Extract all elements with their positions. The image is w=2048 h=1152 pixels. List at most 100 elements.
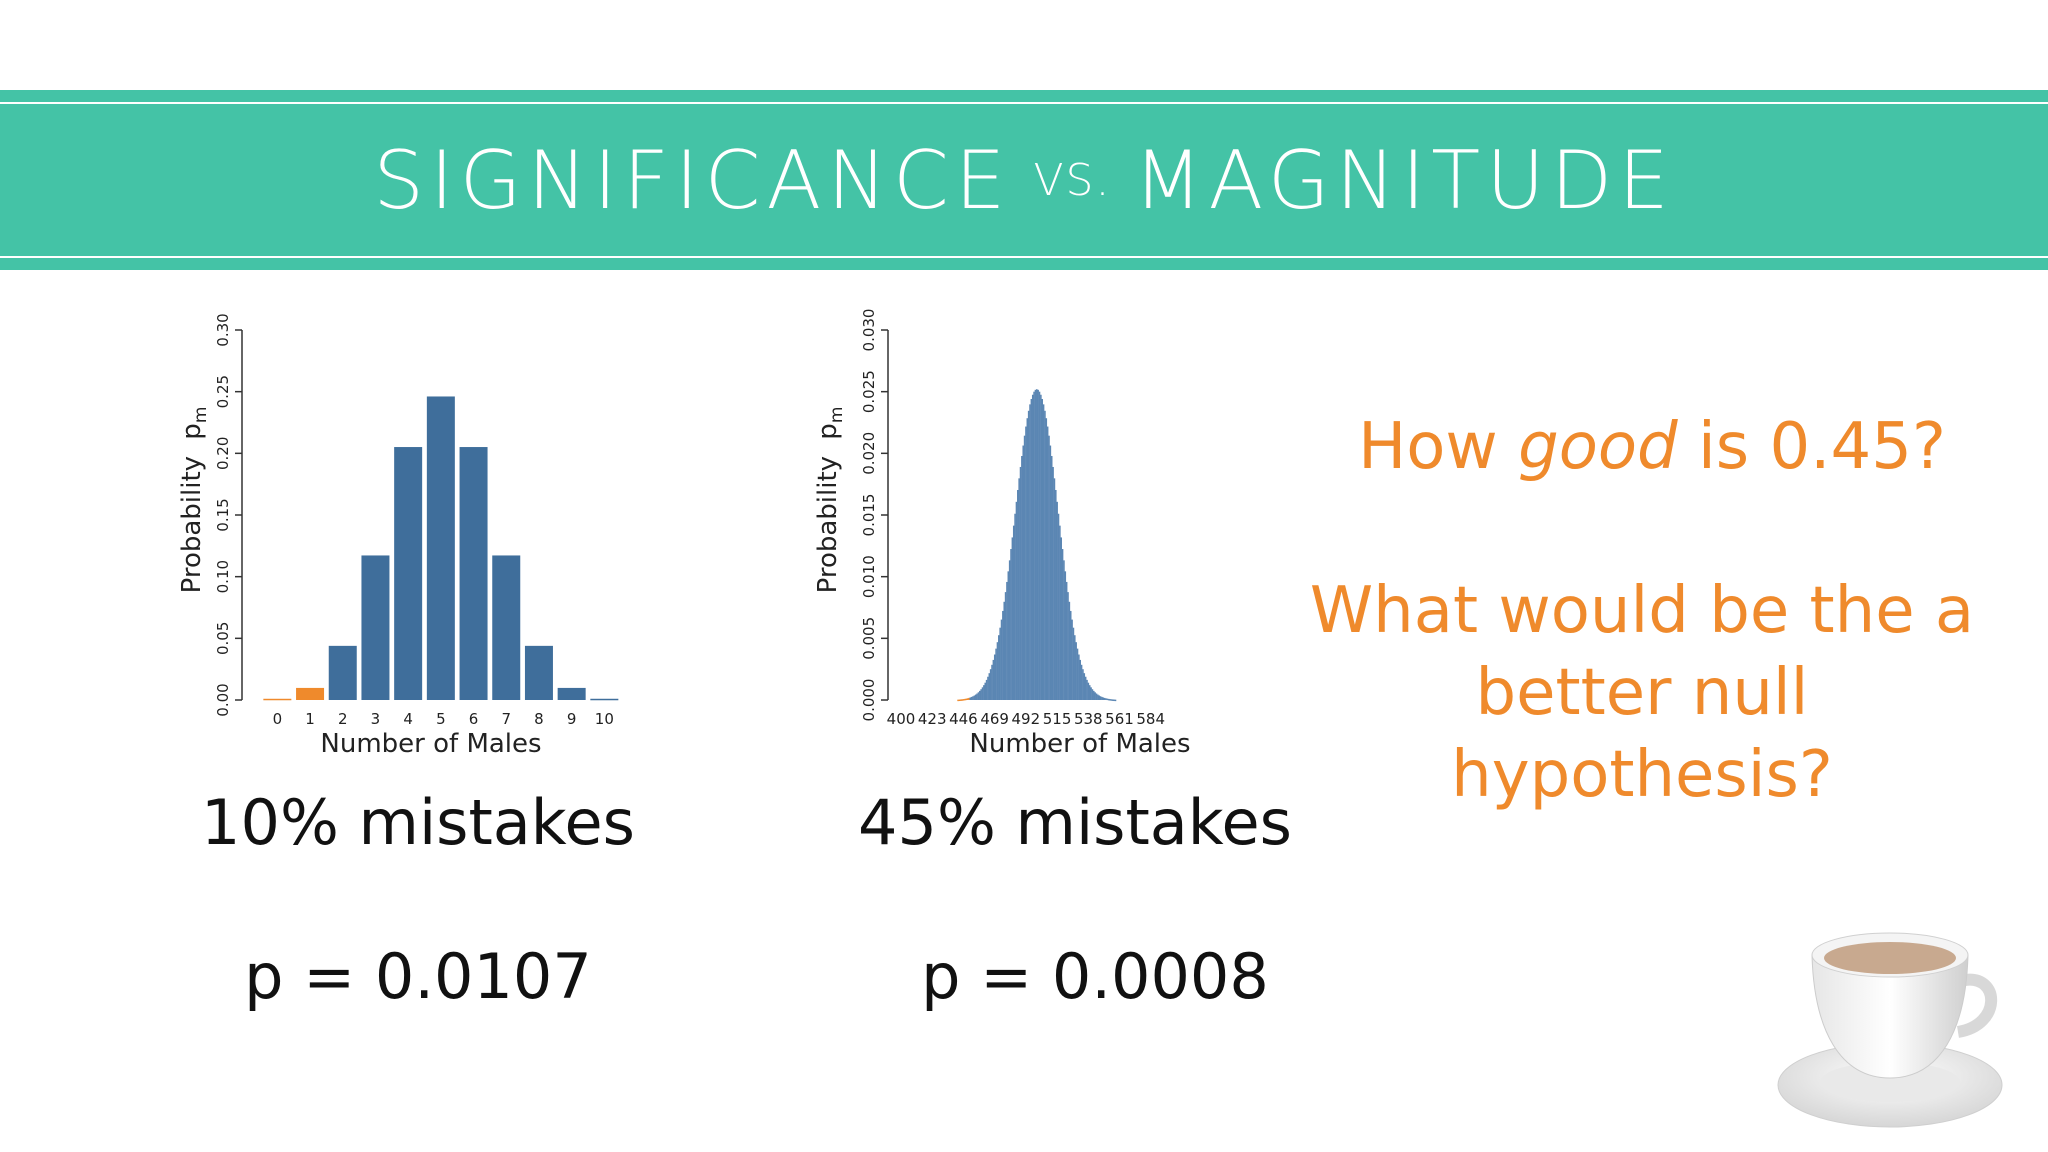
chart2-bar — [1052, 466, 1054, 700]
chart1-xtick-5: 5 — [436, 710, 446, 728]
chart2-bar — [1038, 391, 1041, 700]
chart1-xtick-8: 8 — [534, 710, 544, 728]
chart2-bar — [980, 689, 982, 700]
chart2-ytick-0.030: 0.030 — [860, 309, 878, 352]
chart2-bar — [968, 697, 970, 700]
chart2-bar — [1021, 456, 1023, 700]
chart2-bar — [1003, 601, 1006, 700]
chart2-bar — [991, 664, 993, 700]
chart2-bar — [969, 697, 972, 700]
chart2-bar — [1049, 445, 1052, 700]
chart2-bar — [1042, 404, 1045, 700]
chart2-bar — [1050, 456, 1053, 700]
chart2-bar — [1023, 435, 1026, 700]
chart-small-sample: 0 1 2 3 4 5 6 7 8 9 10 0.00 0.05 0.10 0.15 0.20 0.25 0.30… — [177, 313, 619, 759]
chart2-bar — [1004, 592, 1007, 700]
chart-large-sample: 400 423 446 469 492 515 538 561 584 0.000 0.005 0.0… — [813, 309, 1191, 759]
chart2-xtick-492: 492 — [1012, 710, 1041, 728]
chart2-bar — [1000, 619, 1003, 700]
chart1-ytick-0.05: 0.05 — [214, 622, 232, 655]
chart2-bar — [993, 654, 996, 700]
chart2-bar — [1017, 489, 1019, 700]
chart2-bar — [1022, 445, 1025, 700]
chart2-bar — [998, 635, 1000, 700]
chart1-xtick-10: 10 — [595, 710, 614, 728]
chart2-bar — [1014, 513, 1016, 700]
chart2-bar — [1029, 404, 1031, 700]
right-mistakes-caption: 45% mistakes — [858, 786, 1292, 859]
chart2-xtick-423: 423 — [918, 710, 947, 728]
chart2-xtick-584: 584 — [1136, 710, 1165, 728]
chart2-xtick-561: 561 — [1105, 710, 1134, 728]
chart1-xlabel: Number of Males — [320, 729, 541, 759]
chart1-xtick-3: 3 — [371, 710, 381, 728]
chart1-xtick-9: 9 — [567, 710, 577, 728]
chart1-xtick-4: 4 — [403, 710, 413, 728]
chart2-bar — [1008, 560, 1011, 700]
chart2-bar — [1074, 635, 1076, 700]
chart2-bar — [960, 699, 962, 701]
chart2-bar — [1090, 687, 1092, 700]
chart2-bar — [964, 698, 966, 701]
chart2-bar — [1110, 699, 1113, 701]
chart2-bar — [965, 698, 968, 701]
left-p-value: p = 0.0107 — [244, 940, 592, 1013]
chart2-bar — [999, 627, 1001, 700]
chart2-bar — [957, 699, 959, 702]
chart1-ytick-0.20: 0.20 — [214, 437, 232, 470]
teacup-icon — [1777, 932, 2003, 1128]
title-vs: VS. — [1033, 154, 1112, 206]
chart2-bar — [1036, 389, 1038, 700]
chart2-bar — [1080, 664, 1083, 700]
chart2-ytick-0.025: 0.025 — [860, 370, 878, 413]
chart2-bar — [1084, 676, 1087, 700]
chart2-bar — [1015, 501, 1018, 700]
chart2-bar — [1087, 682, 1090, 700]
chart1-ytick-0.30: 0.30 — [214, 313, 232, 346]
chart2-bar — [1095, 693, 1098, 700]
banner-top-rule — [0, 102, 2048, 104]
chart2-bar — [962, 699, 965, 701]
title-significance: SIGNIFICANCE — [373, 133, 1012, 227]
chart2-bar — [981, 687, 984, 700]
chart2-bar — [1078, 654, 1080, 700]
chart2-bar — [988, 673, 991, 700]
chart2-bar — [1067, 592, 1069, 700]
chart2-bar — [1101, 696, 1103, 700]
chart1-bar-0 — [263, 698, 292, 701]
chart2-xtick-400: 400 — [887, 710, 916, 728]
chart2-bar — [972, 696, 974, 700]
chart2-bar — [1105, 698, 1107, 700]
chart2-ylabel: Probability pm — [813, 407, 847, 594]
chart2-bar — [974, 694, 977, 700]
chart2-bar — [1048, 435, 1050, 700]
chart1-ytick-0.25: 0.25 — [214, 375, 232, 408]
chart1-bar-4 — [394, 447, 423, 700]
chart2-bar — [992, 659, 995, 700]
chart2-bar — [1076, 648, 1079, 700]
chart2-ytick-0.020: 0.020 — [860, 432, 878, 475]
chart2-xtick-469: 469 — [980, 710, 1009, 728]
chart2-ytick-0.010: 0.010 — [860, 555, 878, 598]
chart2-bar — [1098, 695, 1101, 700]
chart2-bar — [1027, 410, 1030, 700]
chart2-bar — [1056, 501, 1058, 700]
chart1-bar-8 — [524, 645, 553, 700]
chart1-xtick-2: 2 — [338, 710, 348, 728]
title-magnitude: MAGNITUDE — [1133, 133, 1675, 227]
chart1-bar-5 — [426, 396, 455, 700]
chart2-bar — [1068, 601, 1071, 700]
chart2-bar — [1103, 697, 1106, 700]
chart2-bar — [985, 679, 988, 700]
chart2-bar — [1113, 699, 1115, 702]
chart2-bar — [1072, 627, 1075, 700]
chart2-xtick-446: 446 — [949, 710, 978, 728]
chart2-bar — [1046, 426, 1049, 700]
chart2-bar — [1109, 699, 1111, 701]
chart1-bar-2 — [328, 645, 357, 700]
chart2-bar — [1094, 692, 1096, 700]
chart2-bar — [1037, 389, 1039, 700]
chart1-bar-6 — [459, 447, 488, 700]
chart2-bar — [1053, 478, 1056, 700]
chart2-bar — [976, 693, 978, 700]
